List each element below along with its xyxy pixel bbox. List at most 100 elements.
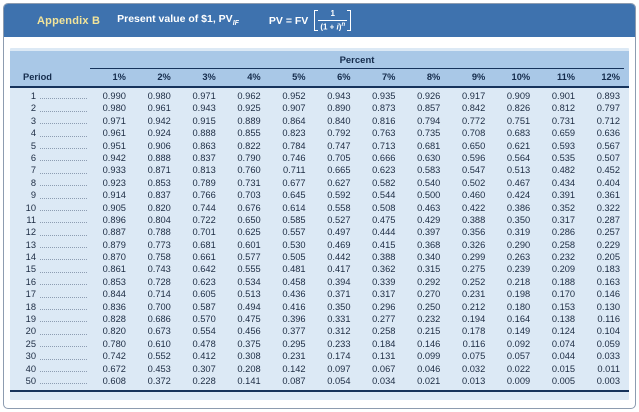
pv-factor-cell: 0.339 [372, 276, 396, 287]
period-label: 1 [30, 91, 36, 101]
period-label: 4 [30, 128, 36, 139]
right-bracket [347, 10, 352, 31]
pv-factor-cell: 0.205 [596, 252, 620, 263]
pv-factor-cell: 0.743 [147, 264, 171, 275]
pv-factor-cell: 0.564 [506, 152, 531, 163]
dotted-leader [40, 259, 87, 261]
pv-factor-cell: 0.497 [327, 227, 351, 238]
pv-factor-cell: 0.840 [327, 115, 351, 126]
pv-factor-cell: 0.534 [237, 276, 261, 287]
pv-factor-cell: 0.231 [461, 289, 486, 300]
pv-factor-cell: 0.415 [372, 239, 396, 250]
dotted-leader [40, 346, 87, 348]
pv-factor-cell: 0.198 [506, 289, 531, 300]
pv-factor-cell: 0.788 [147, 227, 171, 238]
pv-factor-cell: 0.317 [372, 289, 396, 300]
pv-factor-cell: 0.074 [551, 338, 576, 349]
column-header: 9% [471, 72, 486, 82]
table-row: 17 0.844 0.714 0.605 0.513 0.436 0.371 0.317 0.2… [10, 288, 629, 300]
period-cell: 30 [10, 350, 90, 362]
pv-factor-cell: 0.614 [282, 202, 306, 213]
period-label: 25 [25, 338, 36, 349]
pv-factor-cell: 0.502 [461, 177, 486, 188]
pv-factor-cell: 0.683 [506, 128, 531, 139]
pv-factor-cell: 0.163 [596, 276, 620, 287]
pv-factor-cell: 0.208 [237, 363, 261, 374]
pv-factor-cell: 0.508 [372, 202, 396, 213]
pv-factor-cell: 0.592 [327, 190, 351, 201]
pv-factor-cell: 0.034 [372, 375, 396, 386]
pv-factor-cell: 0.391 [551, 190, 576, 201]
pv-factor-cell: 0.773 [147, 239, 171, 250]
pv-factor-cell: 0.228 [192, 375, 216, 386]
pv-factor-cell: 0.229 [596, 239, 620, 250]
pv-factor-cell: 0.587 [192, 301, 216, 312]
pv-factor-cell: 0.871 [147, 165, 171, 176]
pv-factor-cell: 0.331 [327, 314, 351, 325]
pv-factor-cell: 0.350 [506, 214, 531, 225]
pv-factor-cell: 0.621 [506, 140, 531, 151]
dotted-leader [40, 197, 87, 199]
appendix-label: Appendix B [37, 14, 101, 27]
pv-formula: PV = FV 1 (1 + i)n [269, 9, 352, 31]
pv-factor-cell: 0.917 [461, 91, 486, 101]
period-header: Period [23, 72, 52, 82]
pv-factor-cell: 0.417 [327, 264, 351, 275]
pv-factor-cell: 0.015 [551, 363, 576, 374]
pv-factor-cell: 0.005 [551, 375, 576, 386]
pv-factor-cell: 0.416 [282, 301, 306, 312]
pv-factor-cell: 0.257 [596, 227, 620, 238]
dotted-leader [40, 222, 87, 224]
pv-factor-cell: 0.530 [282, 239, 306, 250]
pv-factor-cell: 0.623 [192, 276, 216, 287]
pv-factor-cell: 0.149 [506, 326, 531, 337]
dotted-leader [40, 309, 87, 311]
pv-factor-cell: 0.397 [417, 227, 441, 238]
title-subscript: IF [232, 20, 239, 28]
pv-factor-cell: 0.388 [372, 252, 396, 263]
pv-factor-cell: 0.131 [372, 351, 396, 362]
pv-factor-cell: 0.813 [192, 165, 216, 176]
pv-factor-cell: 0.650 [237, 214, 261, 225]
table-row: 30 0.742 0.552 0.412 0.308 0.231 0.174 0.131 0.0… [10, 350, 629, 362]
pv-factor-cell: 0.232 [417, 314, 441, 325]
pv-factor-cell: 0.412 [192, 351, 216, 362]
table-row: 1 0.990 0.980 0.971 0.962 0.952 0.943 0.935 0.92… [10, 90, 629, 102]
period-cell: 25 [10, 338, 90, 350]
pv-factor-cell: 0.434 [551, 177, 576, 188]
dotted-leader [40, 98, 87, 100]
pv-factor-cell: 0.820 [102, 326, 126, 337]
dotted-leader [40, 321, 87, 323]
pv-factor-cell: 0.478 [192, 338, 216, 349]
column-header: 6% [337, 72, 351, 82]
pv-factor-cell: 0.021 [417, 375, 441, 386]
pv-factor-cell: 0.943 [192, 103, 216, 114]
period-cell: 11 [10, 214, 90, 226]
pv-factor-cell: 0.889 [237, 115, 261, 126]
pv-factor-cell: 0.943 [327, 91, 351, 101]
pv-factor-cell: 0.888 [147, 152, 171, 163]
pv-factor-cell: 0.124 [551, 326, 576, 337]
pv-factor-cell: 0.893 [596, 91, 620, 101]
pv-factor-cell: 0.712 [596, 115, 620, 126]
period-cell: 1 [10, 90, 90, 102]
pv-factor-cell: 0.092 [506, 338, 531, 349]
table-row: 14 0.870 0.758 0.661 0.577 0.505 0.442 0.388 0.3… [10, 251, 629, 263]
table-row: 25 0.780 0.610 0.478 0.375 0.295 0.233 0.184 0.1… [10, 338, 629, 350]
table-header: Percent Period 1% 2% 3% 4% 5% 6% 7% 8% 9% 10% 11% 1… [10, 51, 629, 88]
pv-factor-cell: 0.500 [417, 190, 441, 201]
table-row: 40 0.672 0.453 0.307 0.208 0.142 0.097 0.067 0.0… [10, 363, 629, 375]
pv-factor-cell: 0.942 [147, 115, 171, 126]
pv-factor-cell: 0.386 [506, 202, 531, 213]
period-cell: 50 [10, 375, 90, 387]
column-header: 8% [426, 72, 441, 82]
period-cell: 17 [10, 288, 90, 300]
period-label: 8 [30, 177, 36, 188]
table-row: 4 0.961 0.924 0.888 0.855 0.823 0.792 0.763 0.73… [10, 127, 629, 139]
pv-factor-cell: 0.790 [237, 152, 261, 163]
pv-factor-cell: 0.961 [102, 128, 126, 139]
period-cell: 12 [10, 226, 90, 238]
pv-factor-cell: 0.887 [102, 227, 126, 238]
pv-factor-cell: 0.292 [417, 276, 441, 287]
period-cell: 8 [10, 177, 90, 189]
